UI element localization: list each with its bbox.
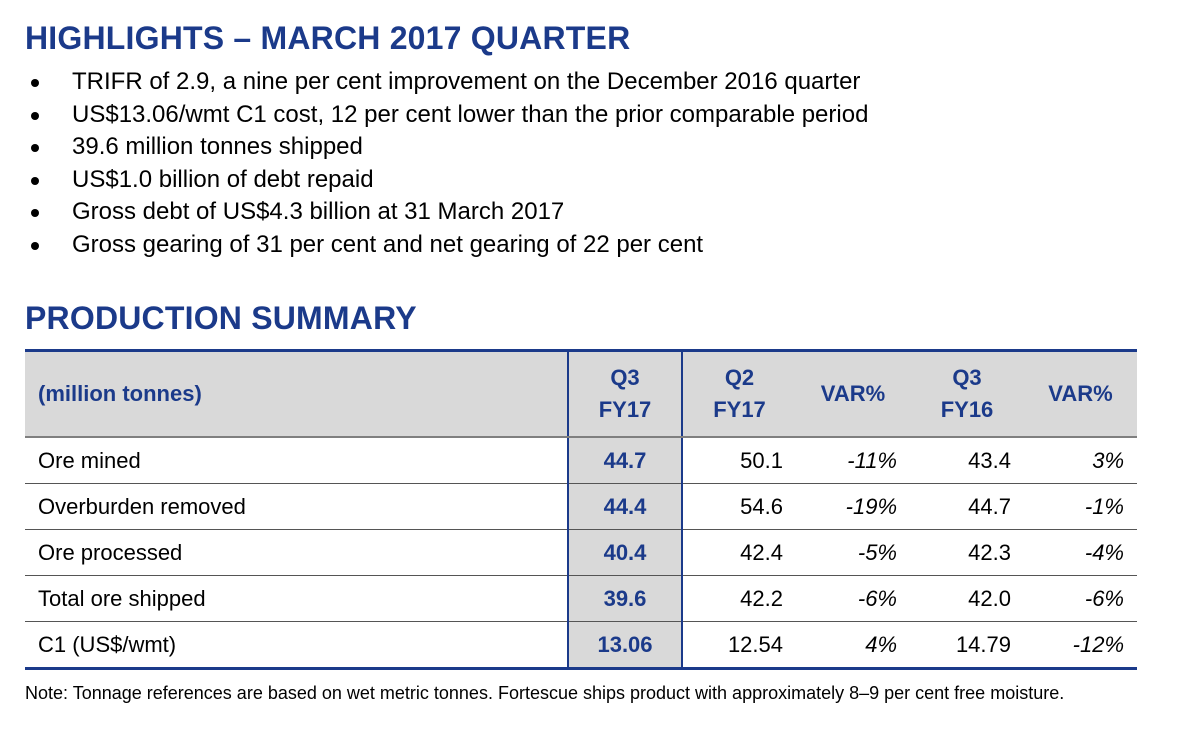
table-cell: 14.79 (910, 621, 1024, 670)
row-label: Total ore shipped (25, 575, 568, 622)
bullet-item: US$1.0 billion of debt repaid (25, 164, 868, 197)
table-cell: 44.7 (910, 483, 1024, 530)
table-cell: 4% (796, 621, 910, 670)
note: Note: Tonnage references are based on we… (25, 683, 1065, 703)
bullet-item: Gross gearing of 31 per cent and net gea… (25, 229, 868, 262)
column-header: VAR% (796, 349, 910, 438)
header-line: VAR% (820, 381, 886, 406)
table-cell: 13.06 (567, 621, 683, 670)
table-cell: 3% (1024, 437, 1137, 484)
row-label: Ore mined (25, 437, 568, 484)
table-row: Total ore shipped 39.6 42.2 -6% 42.0 -6% (25, 575, 1137, 622)
header-line: Q2 (724, 365, 755, 390)
row-label: Ore processed (25, 529, 568, 576)
header-line: FY17 (713, 397, 766, 422)
table-cell: 54.6 (682, 483, 796, 530)
table-cell: -1% (1024, 483, 1137, 530)
header-line: FY16 (940, 397, 994, 422)
row-label: Overburden removed (25, 483, 568, 530)
table-cell: 50.1 (682, 437, 796, 484)
highlights-list: TRIFR of 2.9, a nine per cent improvemen… (25, 66, 868, 261)
table-cell: -12% (1024, 621, 1137, 670)
title: HIGHLIGHTS – MARCH 2017 QUARTER (25, 20, 631, 56)
production-table: (million tonnes) Q3 FY17 Q2 FY17 VAR% Q3 FY16 VA… (25, 349, 1137, 670)
header-row: (million tonnes) Q3 FY17 Q2 FY17 VAR% Q3 FY16 VA… (25, 349, 1137, 438)
table-cell: -11% (796, 437, 910, 484)
bullet-item: US$13.06/wmt C1 cost, 12 per cent lower … (25, 99, 868, 132)
table-cell: 40.4 (567, 529, 683, 576)
header-line: FY17 (598, 397, 652, 422)
table-cell: 44.7 (567, 437, 683, 484)
table-cell: 42.3 (910, 529, 1024, 576)
bullet-item: Gross debt of US$4.3 billion at 31 March… (25, 196, 868, 229)
table-row: Overburden removed 44.4 54.6 -19% 44.7 -1% (25, 483, 1137, 530)
table-cell: -6% (796, 575, 910, 622)
table-cell: -19% (796, 483, 910, 530)
column-header: (million tonnes) (25, 349, 568, 438)
column-header: Q3 FY17 (567, 349, 683, 438)
column-header: Q2 FY17 (682, 349, 796, 438)
table-row: C1 (US$/wmt) 13.06 12.54 4% 14.79 -12% (25, 621, 1137, 670)
table-body: Ore mined 44.7 50.1 -11% 43.4 3% Overburden re… (25, 437, 1137, 670)
table-cell: -5% (796, 529, 910, 576)
header-line: (million tonnes) (38, 381, 202, 406)
header-line: Q3 (952, 365, 982, 390)
table-cell: 42.0 (910, 575, 1024, 622)
table-cell: 42.2 (682, 575, 796, 622)
table-cell: 12.54 (682, 621, 796, 670)
table-cell: -6% (1024, 575, 1137, 622)
table-cell: 44.4 (567, 483, 683, 530)
row-label: C1 (US$/wmt) (25, 621, 568, 670)
table-cell: 43.4 (910, 437, 1024, 484)
header-line: VAR% (1048, 381, 1113, 406)
table-cell: -4% (1024, 529, 1137, 576)
table-cell: 42.4 (682, 529, 796, 576)
table-cell: 39.6 (567, 575, 683, 622)
column-header: Q3 FY16 (910, 349, 1024, 438)
column-header: VAR% (1024, 349, 1137, 438)
table-row: Ore processed 40.4 42.4 -5% 42.3 -4% (25, 529, 1137, 576)
table-row: Ore mined 44.7 50.1 -11% 43.4 3% (25, 437, 1137, 484)
bullet-item: 39.6 million tonnes shipped (25, 131, 868, 164)
section-title: PRODUCTION SUMMARY (25, 300, 417, 336)
header-line: Q3 (610, 365, 640, 390)
bullet-item: TRIFR of 2.9, a nine per cent improvemen… (25, 66, 868, 99)
